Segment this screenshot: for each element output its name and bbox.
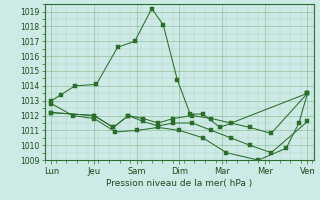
X-axis label: Pression niveau de la mer( hPa ): Pression niveau de la mer( hPa )	[106, 179, 252, 188]
